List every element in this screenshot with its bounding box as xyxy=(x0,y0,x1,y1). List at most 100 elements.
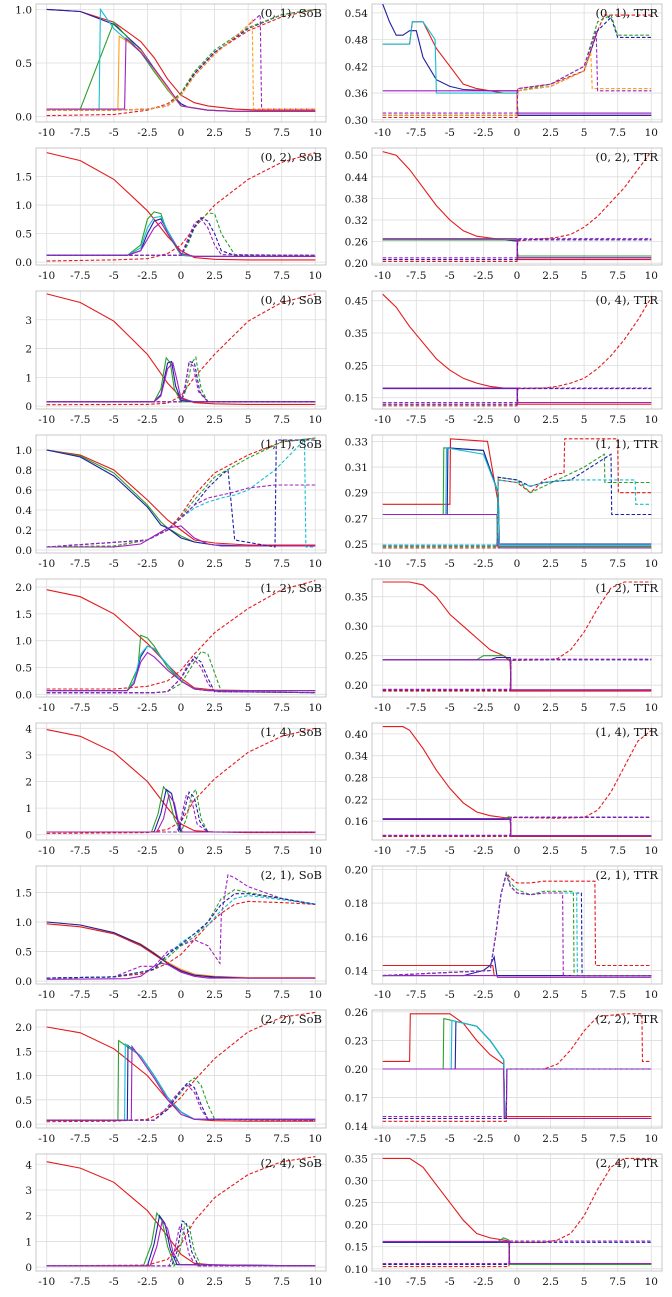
y-tick-label: 0.25 xyxy=(345,360,368,372)
x-tick-label: 2.5 xyxy=(542,270,559,282)
series-line xyxy=(46,793,316,833)
x-tick-label: 2.5 xyxy=(206,989,223,1001)
x-tick-label: -7.5 xyxy=(70,558,90,570)
x-tick-label: -10 xyxy=(374,702,391,714)
x-tick-label: 10 xyxy=(645,989,658,1001)
x-tick-label: -10 xyxy=(374,1276,391,1288)
x-tick-label: 0 xyxy=(178,989,185,1001)
x-tick-label: 0 xyxy=(514,1133,521,1145)
chart-panel: -10 -7.5 -5 -2.5 0 2.5 5 7.5 10 0.0 0.5 1.0 1.5 (0, 2… xyxy=(0,144,336,287)
x-tick-label: 0 xyxy=(178,558,185,570)
x-tick-label: -2.5 xyxy=(137,1133,157,1145)
x-tick-label: -10 xyxy=(38,558,55,570)
x-tick-label: 7.5 xyxy=(609,845,626,857)
series-line xyxy=(46,8,316,117)
y-tick-label: 2.0 xyxy=(15,582,32,594)
x-tick-label: 0 xyxy=(514,702,521,714)
series-line xyxy=(46,962,316,980)
y-tick-label: 1.5 xyxy=(15,888,32,900)
x-tick-label: 7.5 xyxy=(609,1276,626,1288)
y-tick-label: 2.0 xyxy=(15,1022,32,1034)
series-line xyxy=(382,387,652,404)
y-tick-label: 0.0 xyxy=(15,545,32,557)
x-tick-label: 0 xyxy=(514,1276,521,1288)
y-tick-label: 1.0 xyxy=(15,200,32,212)
y-tick-label: 0.16 xyxy=(345,932,369,944)
panel-title: (0, 2), SoB xyxy=(261,150,322,164)
plot-frame xyxy=(35,865,327,985)
panel-title: (2, 1), SoB xyxy=(261,868,322,882)
x-tick-label: 0 xyxy=(514,989,521,1001)
y-tick-label: 3 xyxy=(25,1185,32,1197)
x-tick-label: 0 xyxy=(178,1276,185,1288)
x-tick-label: 7.5 xyxy=(609,270,626,282)
chart-panel: -10 -7.5 -5 -2.5 0 2.5 5 7.5 10 0 1 2 3 4 (2, 4), SoB xyxy=(0,1150,336,1293)
panel-title: (1, 4), SoB xyxy=(261,725,322,739)
x-tick-label: 7.5 xyxy=(609,127,626,139)
chart-svg: -10 -7.5 -5 -2.5 0 2.5 5 7.5 10 0.14 0.17 0.20 0.23 0… xyxy=(345,1007,663,1145)
x-tick-label: -2.5 xyxy=(137,702,157,714)
x-tick-label: 0 xyxy=(514,414,521,426)
series-line xyxy=(46,900,316,979)
x-tick-label: 10 xyxy=(309,127,322,139)
x-tick-label: -5 xyxy=(109,558,119,570)
panel-title: (1, 1), TTR xyxy=(596,437,659,451)
panel-title: (1, 2), SoB xyxy=(261,581,322,595)
x-tick-label: 7.5 xyxy=(273,414,290,426)
x-tick-label: 2.5 xyxy=(206,1133,223,1145)
x-tick-label: 0 xyxy=(178,702,185,714)
chart-svg: -10 -7.5 -5 -2.5 0 2.5 5 7.5 10 0.20 0.25 0.30 0.35 (… xyxy=(345,578,663,714)
x-tick-label: 5 xyxy=(245,414,252,426)
x-tick-label: 5 xyxy=(581,414,588,426)
x-tick-label: -7.5 xyxy=(406,127,426,139)
series-line xyxy=(46,1082,316,1121)
x-tick-label: 10 xyxy=(309,270,322,282)
x-tick-label: 5 xyxy=(581,702,588,714)
x-tick-label: 10 xyxy=(645,702,658,714)
series-line xyxy=(382,816,652,836)
x-tick-label: 7.5 xyxy=(273,989,290,1001)
x-tick-label: -7.5 xyxy=(70,989,90,1001)
chart-svg: -10 -7.5 -5 -2.5 0 2.5 5 7.5 10 0.0 0.5 1.0 (0, 1), … xyxy=(15,3,327,139)
y-tick-label: 0.5 xyxy=(15,58,32,70)
x-tick-label: -10 xyxy=(38,414,55,426)
x-tick-label: -10 xyxy=(374,1133,391,1145)
x-tick-label: -10 xyxy=(374,845,391,857)
x-tick-label: 10 xyxy=(645,270,658,282)
x-tick-label: -2.5 xyxy=(473,702,493,714)
x-tick-label: -2.5 xyxy=(473,414,493,426)
y-tick-label: 0.20 xyxy=(345,864,368,876)
x-tick-label: 7.5 xyxy=(273,127,290,139)
x-tick-label: 2.5 xyxy=(206,845,223,857)
chart-svg: -10 -7.5 -5 -2.5 0 2.5 5 7.5 10 0.0 0.5 1.0 1.5 (0, 2… xyxy=(15,147,327,282)
series-line xyxy=(46,793,316,833)
y-tick-label: 0 xyxy=(25,830,32,842)
series-line xyxy=(46,874,316,979)
x-tick-label: -10 xyxy=(374,270,391,282)
x-tick-label: -2.5 xyxy=(137,845,157,857)
y-tick-label: 0.17 xyxy=(345,1093,368,1105)
series-line xyxy=(46,449,316,546)
series-line xyxy=(382,30,652,114)
x-tick-label: 2.5 xyxy=(542,127,559,139)
series-line xyxy=(46,525,316,548)
x-tick-label: -2.5 xyxy=(473,1133,493,1145)
plot-frame xyxy=(371,1153,663,1272)
chart-svg: -10 -7.5 -5 -2.5 0 2.5 5 7.5 10 0.0 0.5 1.0 1.5 2.0 (2… xyxy=(15,1009,327,1145)
x-tick-label: 10 xyxy=(309,1276,322,1288)
x-tick-label: 2.5 xyxy=(542,414,559,426)
y-tick-label: 1 xyxy=(25,1236,32,1248)
y-tick-label: 0.0 xyxy=(15,1119,32,1131)
series-line xyxy=(46,293,316,405)
y-tick-label: 2 xyxy=(25,344,32,356)
series-line xyxy=(46,361,316,403)
panel-title: (1, 4), TTR xyxy=(596,725,659,739)
x-tick-label: -10 xyxy=(38,989,55,1001)
chart-panel: -10 -7.5 -5 -2.5 0 2.5 5 7.5 10 0 1 2 3 (0, 4), SoB xyxy=(0,287,336,431)
series-line xyxy=(46,362,316,403)
series-line xyxy=(46,1219,316,1267)
series-line xyxy=(382,239,652,261)
x-tick-label: 7.5 xyxy=(273,1133,290,1145)
y-tick-label: 0.25 xyxy=(345,539,368,551)
